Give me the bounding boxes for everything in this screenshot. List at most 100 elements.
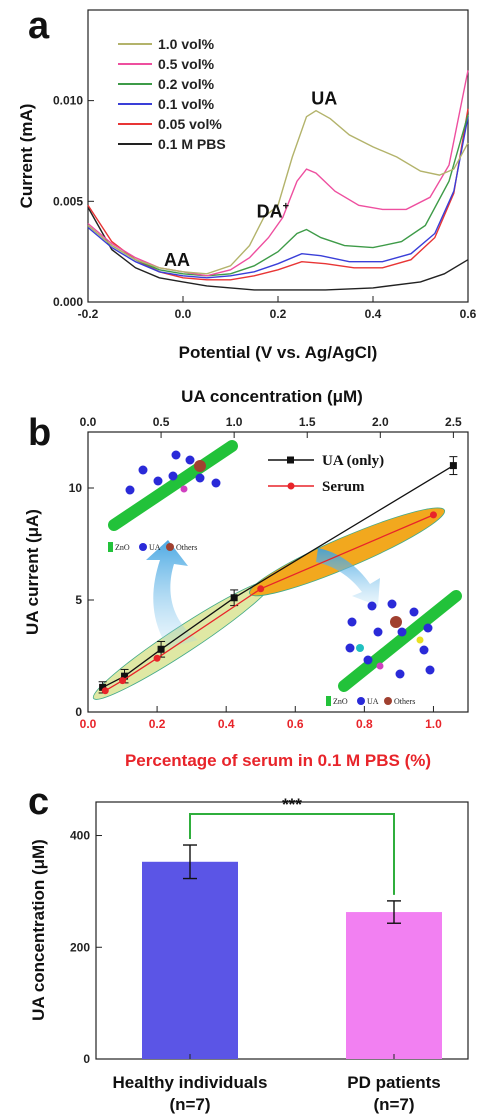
data-point [257,585,265,593]
particle-dot [168,471,178,481]
legend-label: 0.1 M PBS [158,136,226,152]
annotation-da-text: DA [257,201,283,221]
legend-label: UA (only) [322,453,384,469]
legend-label: 0.1 vol% [158,96,215,112]
particle-dot [373,627,383,637]
particle-dot [367,601,377,611]
y-tick-label: 0.010 [53,94,83,108]
series-line-0 [87,109,469,275]
y-tick-label: 0 [75,705,82,719]
zno-rod [338,590,462,692]
panel-b-label: b [28,412,51,454]
particle-dot [376,662,384,670]
data-point [157,645,165,653]
series-line-1 [87,70,469,277]
bracket-line [189,813,395,895]
particle-dot [180,485,188,493]
x-tick-label: 0.0 [175,307,192,321]
particle-dot [345,643,355,653]
particle-dot [387,599,397,609]
data-point [101,687,109,695]
legend-label: 1.0 vol% [158,36,215,52]
panel-c-ylabel: UA concentration (μM) [29,839,48,1021]
particle-dot [425,665,435,675]
x-tick-label: 0.4 [365,307,382,321]
x-tick-label: 0.4 [218,717,235,731]
data-point [449,462,457,470]
panel-b-series [98,456,458,695]
significance-stars: *** [282,795,302,814]
particle-dot [138,465,148,475]
category-n-healthy: (n=7) [169,1095,210,1114]
data-point [99,683,107,691]
panel-b-x2label: UA concentration (μM) [181,387,363,406]
bar-0 [142,861,238,1059]
x-tick-label: 0.0 [80,717,97,731]
category-label-pd: PD patients [347,1073,441,1092]
arrow-right [316,548,380,606]
particle-dot [171,450,181,460]
panel-a-legend: 1.0 vol% 0.5 vol% 0.2 vol% 0.1 vol% 0.05 vol… [118,36,226,152]
y-tick-label: 0 [83,1052,90,1066]
annotation-aa: AA [164,250,190,270]
x2-tick-label: 1.5 [299,415,316,429]
inset-legend-zno-swatch [108,542,113,552]
inset-legend-ua-swatch [357,697,365,705]
annotation-da: DA+ [257,200,289,221]
panel-b-legend: UA (only) Serum [268,453,384,495]
particle-dot [397,627,407,637]
inset-legend-others-swatch [166,543,174,551]
panel-b-ylabel: UA current (μA) [23,509,42,635]
particle-dot [416,636,424,644]
particle-dot [363,655,373,665]
particle-dot [390,616,402,628]
significance-bracket [189,813,395,895]
x-tick-label: -0.2 [78,307,99,321]
panel-c-label: c [28,781,49,823]
panel-b-xlabel: Percentage of serum in 0.1 M PBS (%) [125,751,431,770]
inset-legend-zno: ZnO [115,543,130,552]
annotation-ua: UA [311,89,337,109]
inset-right-illustration: ZnO UA Others [326,590,462,706]
particle-dot [423,623,433,633]
panel-b-frame [87,431,469,713]
annotation-da-sup: + [283,200,289,212]
panel-b-plot: 0.0 0.2 0.4 0.6 0.8 1.0 0.0 0.5 1.0 1.5 2.0 2.5 0 5 10… [69,415,469,731]
particle-dot [395,669,405,679]
panel-c-ticks: 0 200 400 [70,829,395,1066]
y-tick-label: 400 [70,829,90,843]
panel-a-frame [87,9,469,303]
x-tick-label: 1.0 [425,717,442,731]
x-tick-label: 0.6 [287,717,304,731]
zno-rod [108,440,238,531]
legend-label: Serum [322,479,365,495]
panel-a-label: a [28,5,50,47]
panel-b-arrows [146,540,380,648]
x2-tick-label: 1.0 [226,415,243,429]
particle-dot [125,485,135,495]
legend-marker [287,482,295,490]
series-line-2 [87,114,469,277]
inset-legend-ua-swatch [139,543,147,551]
particle-dot [153,476,163,486]
panel-b-ticks: 0.0 0.2 0.4 0.6 0.8 1.0 0.0 0.5 1.0 1.5 2.0 2.5 0 5 10 [69,415,462,731]
panel-a-plot: -0.2 0.0 0.2 0.4 0.6 0.000 0.005 0.010 1.0 vol%… [53,9,477,321]
x2-tick-label: 0.0 [80,415,97,429]
panel-a-ticks: -0.2 0.0 0.2 0.4 0.6 0.000 0.005 0.010 [53,94,477,321]
particle-dot [356,644,364,652]
legend-label: 0.2 vol% [158,76,215,92]
y-tick-label: 200 [70,940,90,954]
x2-tick-label: 0.5 [153,415,170,429]
inset-legend-others: Others [394,697,415,706]
y-tick-label: 10 [69,481,83,495]
bar-1 [346,912,442,1059]
inset-legend-ua: UA [149,543,161,552]
particle-dot [419,645,429,655]
series-line-5 [87,207,469,291]
x2-tick-label: 2.5 [445,415,462,429]
particle-dot [409,607,419,617]
legend-label: 0.05 vol% [158,116,222,132]
y-tick-label: 0.005 [53,194,83,208]
panel-a-xlabel: Potential (V vs. Ag/AgCl) [179,343,378,362]
